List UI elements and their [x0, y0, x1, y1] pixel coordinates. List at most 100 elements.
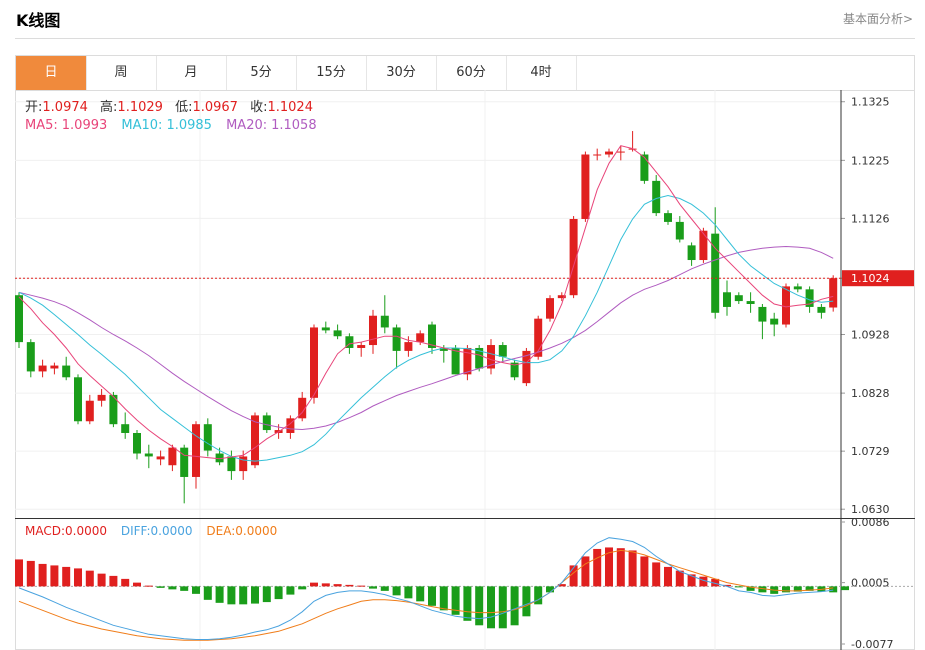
macd-bar-27	[333, 584, 342, 587]
price-tick-label-1: 1.1225	[851, 154, 890, 167]
macd-legend: MACD:0.0000 DIFF:0.0000 DEA:0.0000	[25, 524, 277, 538]
macd-bar-39	[475, 586, 484, 626]
price-tick-label-7: 1.0630	[851, 503, 890, 516]
candle-body-1	[26, 342, 35, 372]
candle-body-48	[581, 154, 590, 219]
candle-body-56	[675, 221, 684, 240]
macd-bar-62	[746, 586, 755, 591]
close-value: 1.1024	[267, 100, 313, 115]
ma10-value: 1.0985	[166, 118, 212, 133]
macd-bar-47	[569, 565, 578, 587]
tab-60min[interactable]: 60分	[436, 56, 507, 90]
macd-bar-26	[321, 583, 330, 587]
fundamental-analysis-link[interactable]: 基本面分析>	[842, 12, 913, 26]
macd-bar-2	[38, 563, 47, 587]
candle-body-24	[298, 397, 307, 419]
low-label: 低:	[175, 100, 192, 115]
macd-bar-50	[605, 547, 613, 587]
candle-body-45	[546, 298, 554, 319]
dea-line	[18, 549, 834, 641]
ma-lines	[18, 145, 834, 462]
ma20-value: 1.1058	[271, 118, 317, 133]
tab-4hour[interactable]: 4时	[506, 56, 577, 90]
candle-body-9	[121, 424, 130, 433]
macd-bar-35	[428, 586, 436, 606]
macd-bar-44	[534, 586, 543, 605]
candle-body-21	[262, 415, 271, 431]
kline-chart[interactable]: 1.1325 1.1225 1.1126 1.0928 1.0828 1.0729 1.06…	[15, 90, 915, 650]
candle-body-14	[180, 447, 189, 477]
open-label: 开:	[25, 100, 42, 115]
tab-5min[interactable]: 5分	[226, 56, 297, 90]
candle-body-6	[85, 400, 94, 422]
candle-body-18	[227, 456, 236, 472]
macd-value: 0.0000	[65, 524, 107, 538]
macd-bar-8	[109, 575, 118, 587]
macd-bar-21	[262, 586, 271, 603]
macd-bar-70	[841, 586, 849, 591]
candle-body-27	[333, 330, 342, 337]
macd-bar-20	[251, 586, 259, 604]
candle-body-34	[416, 333, 425, 343]
price-tick-label-5: 1.0828	[851, 387, 890, 400]
period-tabs: 日 周 月 5分 15分 30分 60分 4时	[15, 55, 915, 90]
macd-bar-9	[121, 578, 130, 587]
candle-body-17	[215, 453, 224, 463]
candle-body-5	[74, 377, 82, 422]
macd-bar-32	[392, 586, 401, 596]
candle-body-62	[746, 301, 755, 304]
macd-bar-12	[156, 586, 165, 588]
macd-pane: 0.0086 0.0005 -0.0077	[15, 516, 913, 650]
price-tick-label-4: 1.0928	[851, 328, 890, 341]
macd-bar-43	[522, 586, 531, 617]
macd-bar-30	[369, 586, 377, 589]
tab-day[interactable]: 日	[16, 56, 87, 90]
ma5-line	[18, 145, 834, 460]
candle-body-23	[286, 418, 295, 433]
candle-body-47	[569, 218, 578, 296]
macd-bar-52	[628, 550, 637, 587]
tab-month[interactable]: 月	[156, 56, 227, 90]
macd-bar-49	[593, 548, 602, 587]
macd-bar-13	[168, 586, 177, 590]
candle-body-58	[699, 230, 708, 261]
candle-body-64	[770, 318, 779, 325]
macd-tick-label-2: -0.0077	[851, 638, 893, 650]
candle-body-49	[593, 154, 602, 156]
macd-bar-65	[782, 586, 790, 593]
candle-body-57	[687, 245, 696, 261]
candle-body-12	[156, 456, 165, 460]
macd-tick-label-0: 0.0086	[851, 516, 890, 529]
candle-body-67	[805, 289, 814, 307]
price-tick-label-6: 1.0729	[851, 445, 890, 458]
chart-area[interactable]: 1.1325 1.1225 1.1126 1.0928 1.0828 1.0729 1.06…	[15, 90, 915, 650]
candle-body-16	[203, 424, 212, 451]
close-label: 收:	[250, 100, 267, 115]
macd-bar-16	[203, 586, 212, 600]
macd-bar-4	[62, 566, 71, 587]
candle-body-31	[380, 315, 389, 328]
macd-bar-37	[451, 586, 460, 615]
price-tick-label-2: 1.1126	[851, 212, 890, 225]
candle-body-33	[404, 342, 413, 351]
candle-body-40	[487, 345, 495, 369]
macd-bar-59	[711, 578, 720, 587]
candle-body-25	[310, 327, 318, 398]
candle-body-13	[168, 447, 177, 466]
candle-body-68	[817, 306, 826, 313]
macd-bar-63	[758, 586, 767, 593]
tab-30min[interactable]: 30分	[366, 56, 437, 90]
macd-bar-10	[133, 582, 141, 587]
macd-bar-54	[652, 562, 661, 587]
candle-body-0	[15, 295, 23, 343]
ma20-line	[18, 245, 834, 431]
candle-body-29	[357, 345, 366, 348]
candle-body-50	[605, 151, 613, 155]
macd-bar-69	[829, 586, 838, 593]
tab-15min[interactable]: 15分	[296, 56, 367, 90]
macd-bar-56	[675, 570, 684, 587]
tab-week[interactable]: 周	[86, 56, 157, 90]
candle-body-41	[498, 345, 507, 357]
macd-bar-15	[192, 586, 200, 594]
macd-bar-0	[15, 559, 23, 587]
